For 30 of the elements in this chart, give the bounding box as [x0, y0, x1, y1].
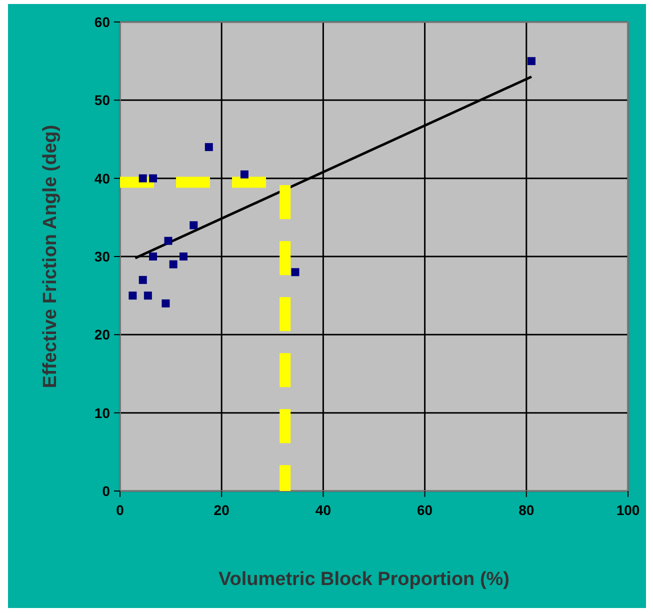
point	[138, 276, 147, 284]
x-tick-label: 20	[214, 502, 230, 518]
point	[169, 260, 178, 268]
point	[240, 170, 248, 178]
y-axis-title: Effective Friction Angle (deg)	[40, 124, 61, 388]
y-tick-label: 50	[94, 92, 110, 108]
x-tick-label: 60	[417, 502, 433, 518]
point	[162, 299, 170, 308]
x-tick-label: 0	[116, 502, 124, 518]
point	[149, 252, 158, 260]
point	[190, 221, 198, 230]
point	[291, 268, 300, 276]
point	[138, 174, 147, 182]
y-tick-label: 10	[94, 404, 110, 421]
x-axis-title: Volumetric Block Proportion (%)	[218, 569, 510, 590]
point	[180, 252, 188, 260]
y-tick-label: 40	[94, 170, 110, 186]
y-tick-label: 0	[102, 483, 110, 499]
x-tick-label: 40	[315, 502, 332, 518]
y-tick-label: 30	[94, 248, 110, 264]
y-tick-label: 60	[94, 14, 110, 30]
point	[149, 174, 158, 182]
y-tick-label: 20	[94, 326, 110, 343]
point	[144, 292, 152, 300]
x-tick-label: 100	[616, 502, 640, 518]
point	[128, 292, 137, 300]
x-tick-label: 80	[518, 502, 534, 518]
point	[527, 57, 536, 66]
point	[164, 236, 172, 245]
point	[204, 143, 213, 152]
